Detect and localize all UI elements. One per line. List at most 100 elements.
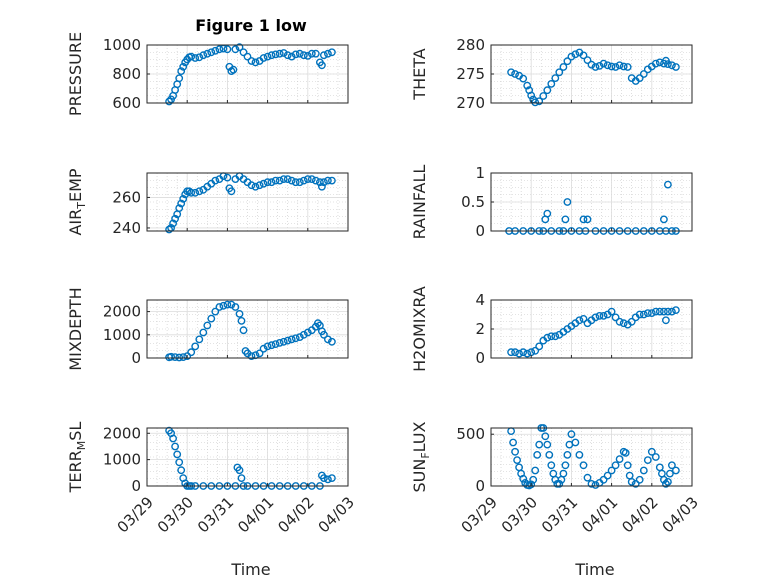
data-point: [561, 461, 570, 470]
data-point: [169, 219, 178, 228]
data-point: [547, 461, 556, 470]
data-point: [621, 448, 630, 457]
data-point: [271, 176, 280, 185]
y-axis-label: SUNFLUX: [410, 421, 432, 492]
subplot-2: 270 275 280 THETA: [410, 36, 693, 112]
data-point: [672, 63, 680, 71]
data-point: [591, 63, 600, 71]
data-point: [519, 348, 528, 357]
data-point: [563, 450, 572, 459]
data-point: [527, 480, 536, 489]
data-point: [303, 328, 312, 337]
data-point: [533, 450, 542, 459]
data-point: [651, 453, 660, 461]
y-label-subscript: T: [75, 202, 88, 210]
data-point: [575, 450, 584, 459]
x-tick-label: 04/03: [659, 493, 702, 536]
data-point: [543, 86, 552, 95]
data-point: [323, 176, 332, 185]
data-point: [567, 430, 576, 439]
data-point: [511, 447, 519, 456]
axes-box: [146, 299, 349, 359]
data-point: [231, 45, 240, 54]
y-tick-label: 0: [475, 477, 485, 495]
data-point: [619, 62, 628, 71]
x-tick-label: 04/02: [274, 493, 317, 536]
data-point: [515, 349, 523, 358]
x-axis-label-left: Time: [230, 560, 270, 579]
data-point: [647, 309, 656, 317]
data-point: [615, 61, 624, 70]
data-point: [563, 57, 572, 66]
data-point: [227, 187, 236, 196]
data-point: [599, 59, 608, 68]
data-point: [327, 474, 336, 482]
data-point: [660, 307, 668, 316]
data-point: [323, 475, 332, 484]
data-point: [283, 51, 292, 60]
data-point: [191, 54, 200, 62]
data-point: [323, 49, 332, 58]
data-point: [275, 176, 284, 185]
data-point: [175, 458, 184, 467]
data-point: [623, 461, 632, 470]
data-point: [267, 51, 276, 60]
data-point: [311, 49, 320, 58]
data-point: [627, 477, 636, 486]
data-point: [579, 314, 588, 323]
data-point: [291, 178, 300, 187]
data-point: [595, 311, 604, 320]
data-point: [229, 65, 238, 74]
data-point: [539, 92, 548, 100]
data-point: [267, 341, 276, 350]
data-point: [263, 178, 272, 187]
data-point: [531, 98, 540, 107]
data-point: [283, 336, 292, 345]
data-point: [655, 307, 664, 316]
data-point: [313, 319, 322, 328]
x-tick-label: 04/02: [618, 493, 661, 536]
data-point: [279, 49, 288, 57]
data-point: [167, 352, 176, 361]
data-point: [623, 63, 632, 71]
data-point: [664, 60, 672, 68]
y-label-main: AIR: [66, 209, 85, 236]
data-point: [639, 310, 648, 319]
data-point: [323, 335, 332, 344]
data-point: [211, 176, 220, 185]
data-point: [579, 51, 588, 60]
x-tick-label: 03/29: [114, 493, 157, 536]
data-point: [635, 475, 644, 484]
data-point: [177, 67, 186, 76]
data-point: [611, 461, 620, 470]
data-point: [513, 456, 521, 464]
data-point: [279, 337, 288, 346]
y-tick-label: 280: [456, 36, 485, 54]
y-label-rest: LUX: [410, 421, 429, 452]
data-point: [247, 352, 256, 360]
data-point: [235, 43, 244, 52]
data-point: [271, 340, 280, 348]
data-point: [207, 48, 216, 57]
y-tick-label: 270: [456, 94, 485, 112]
data-point: [619, 319, 628, 328]
data-point: [223, 173, 232, 182]
data-point: [177, 199, 186, 208]
data-point: [660, 215, 668, 224]
y-axis-label: PRESSURE: [66, 32, 85, 116]
data-point: [523, 349, 532, 358]
data-point: [563, 198, 572, 206]
data-point: [651, 307, 660, 316]
y-tick-label: 1000: [103, 36, 141, 54]
data-point: [591, 481, 600, 489]
y-tick-label: 0: [475, 349, 485, 367]
data-point: [547, 80, 556, 88]
y-axis-label: TERRMSL: [66, 422, 88, 494]
data-point: [171, 442, 180, 451]
data-point: [668, 307, 676, 316]
data-point: [519, 74, 528, 83]
y-tick-label: 2000: [103, 303, 141, 321]
y-label-main: TERR: [66, 450, 85, 493]
y-tick-label: 0: [475, 222, 485, 240]
data-point: [171, 214, 180, 223]
